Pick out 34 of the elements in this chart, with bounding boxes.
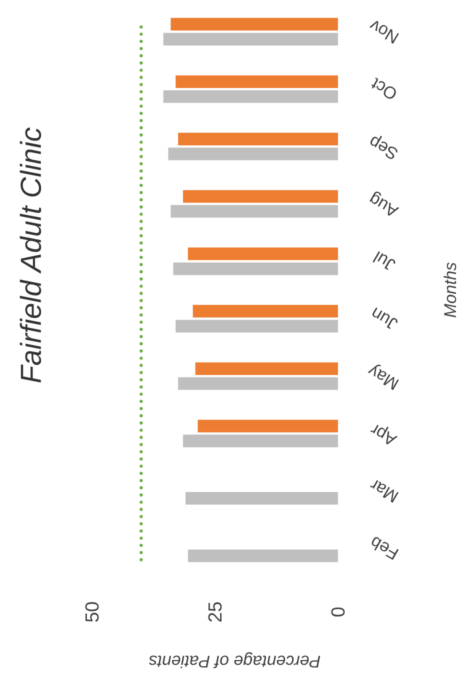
bar xyxy=(183,434,338,448)
y-tick-label: Apr xyxy=(370,424,398,444)
bar xyxy=(170,205,338,218)
bar xyxy=(176,75,338,88)
bar xyxy=(198,420,338,432)
bar xyxy=(168,148,338,160)
bar xyxy=(173,262,338,276)
x-axis-title: Percentage of Patients xyxy=(149,652,320,668)
y-axis-title: Months xyxy=(444,262,456,318)
bar xyxy=(163,32,338,46)
bar xyxy=(163,90,338,103)
x-tick-label: 50 xyxy=(85,602,99,622)
text: Fairfield Adult Clinic xyxy=(20,128,42,383)
bar xyxy=(192,304,338,318)
bar xyxy=(178,132,338,146)
bar xyxy=(195,362,338,375)
y-tick-label: Aug xyxy=(370,192,400,216)
x-tick-label: 25 xyxy=(208,602,222,622)
y-tick-label: Oct xyxy=(371,78,396,99)
y-tick-label: Feb xyxy=(372,537,399,560)
bar xyxy=(178,377,338,390)
y-tick-label: Nov xyxy=(369,20,399,44)
y-tick-label: May xyxy=(368,364,399,390)
y-tick-label: Jun xyxy=(372,307,398,330)
y-tick-label: Mar xyxy=(370,480,398,503)
y-tick-label: Jul xyxy=(372,251,396,270)
bar xyxy=(183,190,338,203)
y-tick-label: Sep xyxy=(370,136,398,159)
bar xyxy=(185,492,338,505)
bar xyxy=(188,549,338,562)
bar xyxy=(176,320,338,332)
bar xyxy=(170,18,338,31)
bar xyxy=(188,248,338,260)
x-tick-label: 0 xyxy=(331,607,345,617)
